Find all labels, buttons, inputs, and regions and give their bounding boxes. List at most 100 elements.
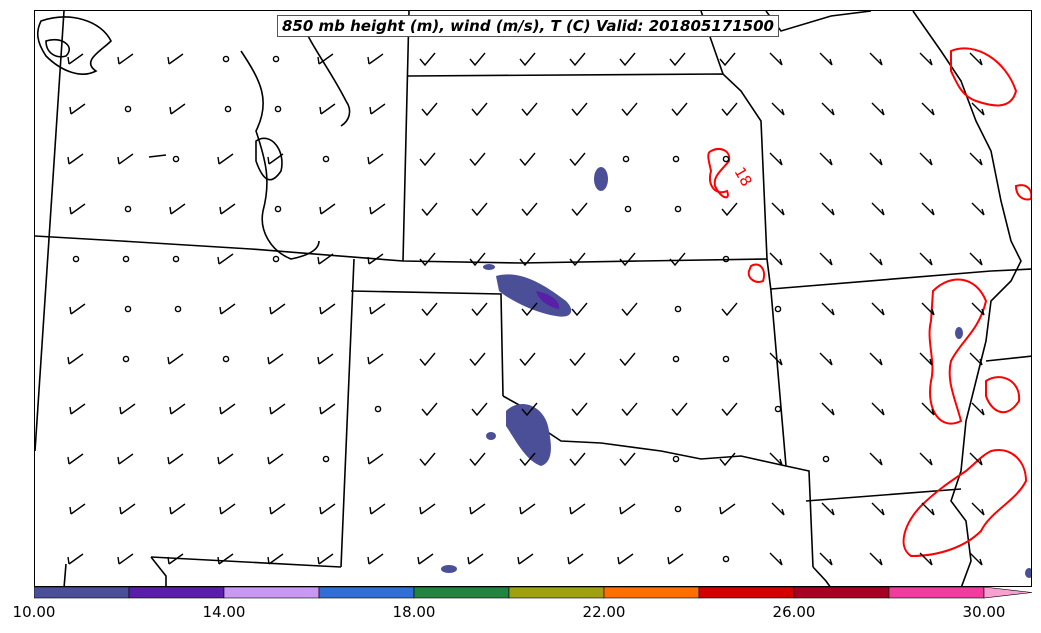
wind-barb (519, 352, 536, 367)
wind-speed-shading (441, 167, 1031, 578)
wind-barb (167, 353, 184, 365)
wind-barb (369, 303, 386, 315)
wind-barb (317, 253, 334, 265)
wind-barb (519, 252, 536, 267)
calm-wind-circle (624, 205, 632, 213)
wind-barb (219, 403, 236, 415)
wind-barb (67, 153, 84, 165)
wind-barb (67, 453, 84, 465)
wind-barb (217, 553, 234, 565)
wind-barb (517, 553, 534, 565)
wind-barb (317, 53, 334, 65)
wind-barb (319, 203, 336, 215)
wind-barb (819, 152, 833, 166)
wind-barb (821, 302, 835, 316)
calm-wind-circle (172, 155, 180, 163)
wind-barb (721, 102, 738, 117)
colorbar-segment (318, 587, 415, 599)
wind-barb (419, 503, 436, 515)
wind-barb (519, 503, 536, 515)
wind-barb (871, 502, 885, 516)
calm-wind-circle (674, 505, 682, 513)
wind-barb (317, 353, 334, 365)
weather-map: 18 (35, 11, 1031, 586)
wind-barb (821, 202, 835, 216)
wind-barb (869, 352, 883, 366)
calm-wind-circle (674, 305, 682, 313)
wind-barb (419, 252, 436, 267)
wind-barb (219, 303, 236, 315)
wind-barb (869, 452, 883, 466)
calm-wind-circle (822, 455, 830, 463)
wind-barb (569, 52, 586, 67)
colorbar-segment (698, 587, 795, 599)
wind-barb (469, 52, 486, 67)
wind-barb (269, 303, 286, 315)
wind-barb (569, 352, 586, 367)
wind-barb (569, 152, 586, 167)
wind-barb (819, 252, 833, 266)
wind-barb (521, 202, 538, 217)
calm-wind-circle (174, 305, 182, 313)
wind-barb (69, 503, 86, 515)
wind-barb (419, 352, 436, 367)
wind-barb (519, 152, 536, 167)
wind-barb (521, 102, 538, 117)
wind-barb (719, 52, 736, 67)
wind-barb (971, 302, 985, 316)
wind-barb (869, 52, 883, 66)
wind-barb (571, 202, 588, 217)
wind-barb (69, 403, 86, 415)
wind-barb (67, 353, 84, 365)
wind-barb (521, 302, 538, 317)
colorbar-segment (888, 587, 985, 599)
contour-label-18: 18 (731, 164, 756, 190)
colorbar-segment (793, 587, 890, 599)
wind-barb (969, 352, 983, 366)
wind-barb (117, 153, 134, 165)
wind-barb (871, 202, 885, 216)
wind-barb (921, 102, 935, 116)
calm-wind-circle (674, 205, 682, 213)
wind-barb (621, 102, 638, 117)
calm-wind-circle (722, 255, 730, 263)
wind-barb (369, 503, 386, 515)
lake-outlines (36, 16, 351, 260)
wind-barb (319, 503, 336, 515)
wind-barb (871, 302, 885, 316)
calm-wind-circle (222, 355, 230, 363)
calm-wind-circle (172, 255, 180, 263)
colorbar-segment (34, 587, 130, 599)
calm-wind-circle (224, 105, 232, 113)
wind-barb (719, 503, 736, 515)
calm-wind-circle (322, 155, 330, 163)
wind-barb (469, 503, 486, 515)
wind-barb (267, 453, 284, 465)
wind-barb (821, 502, 835, 516)
wind-barb (969, 52, 983, 66)
wind-barb (219, 203, 236, 215)
wind-barb (421, 402, 438, 417)
wind-barb (319, 103, 336, 115)
colorbar-segment (508, 587, 605, 599)
wind-barb (567, 553, 584, 565)
colorbar-tick-label: 10.00 (12, 603, 56, 621)
wind-barb (417, 553, 434, 565)
wind-barb (719, 452, 736, 467)
wind-barb (117, 53, 134, 65)
wind-barb (267, 353, 284, 365)
wind-barb (317, 553, 334, 565)
wind-barb (971, 102, 985, 116)
wind-barb (167, 53, 184, 65)
wind-barb (819, 552, 833, 566)
colorbar-tick-label: 14.00 (202, 603, 246, 621)
wind-barb (169, 203, 186, 215)
wind-barb (671, 402, 688, 417)
wind-barb (919, 352, 933, 366)
wind-barb (119, 403, 136, 415)
wind-barb (919, 152, 933, 166)
wind-barb (971, 202, 985, 216)
wind-barb (269, 503, 286, 515)
wind-barb (219, 503, 236, 515)
wind-barb (769, 152, 783, 166)
